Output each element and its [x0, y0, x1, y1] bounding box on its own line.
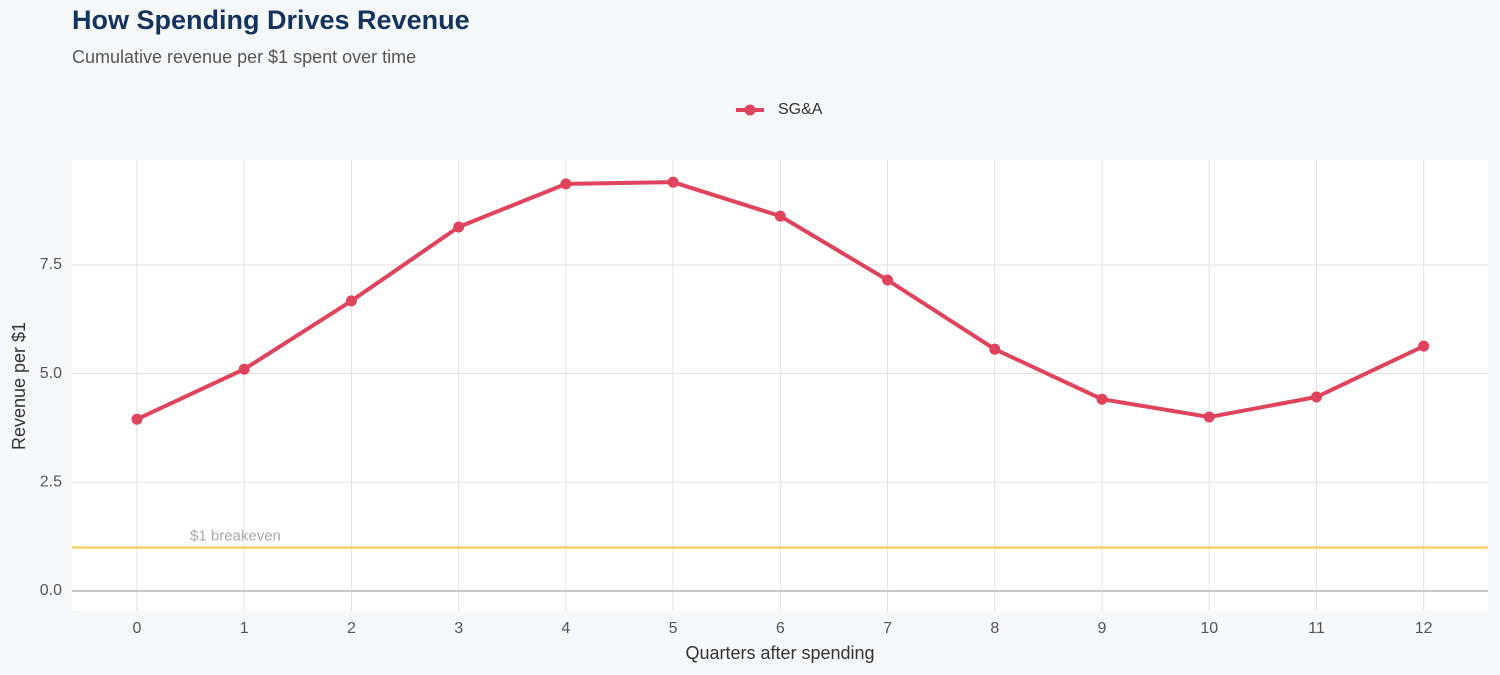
- x-tick-label: 6: [776, 620, 785, 637]
- y-tick-label: 2.5: [40, 473, 62, 490]
- data-point: [774, 210, 786, 222]
- legend-label: SG&A: [778, 101, 823, 118]
- y-axis-label: Revenue per $1: [9, 322, 29, 450]
- x-tick-label: 3: [454, 620, 463, 637]
- x-tick-label: 1: [240, 620, 249, 637]
- data-point: [989, 343, 1001, 355]
- x-tick-label: 8: [990, 620, 999, 637]
- data-point: [882, 274, 894, 286]
- x-tick-label: 5: [669, 620, 678, 637]
- data-point: [453, 221, 465, 233]
- x-tick-label: 7: [883, 620, 892, 637]
- data-point: [560, 178, 572, 190]
- legend-marker: [744, 104, 756, 116]
- y-tick-label: 7.5: [40, 256, 62, 273]
- data-point: [1418, 340, 1430, 352]
- x-tick-label: 12: [1415, 620, 1433, 637]
- x-tick-label: 10: [1200, 620, 1218, 637]
- y-tick-label: 0.0: [40, 582, 62, 599]
- y-tick-label: 5.0: [40, 365, 62, 382]
- data-point: [1096, 393, 1108, 405]
- data-point: [131, 413, 143, 425]
- data-point: [345, 295, 357, 307]
- data-point: [1310, 391, 1322, 403]
- x-tick-label: 4: [561, 620, 570, 637]
- reference-label: $1 breakeven: [190, 527, 281, 544]
- x-tick-label: 11: [1308, 620, 1325, 637]
- x-tick-label: 0: [133, 620, 142, 637]
- data-point: [1203, 411, 1215, 423]
- x-tick-label: 2: [347, 620, 356, 637]
- x-tick-label: 9: [1098, 620, 1107, 637]
- x-axis-label: Quarters after spending: [685, 643, 874, 663]
- chart-subtitle: Cumulative revenue per $1 spent over tim…: [72, 47, 416, 67]
- data-point: [667, 176, 679, 188]
- data-point: [238, 363, 250, 375]
- chart-title: How Spending Drives Revenue: [72, 5, 470, 35]
